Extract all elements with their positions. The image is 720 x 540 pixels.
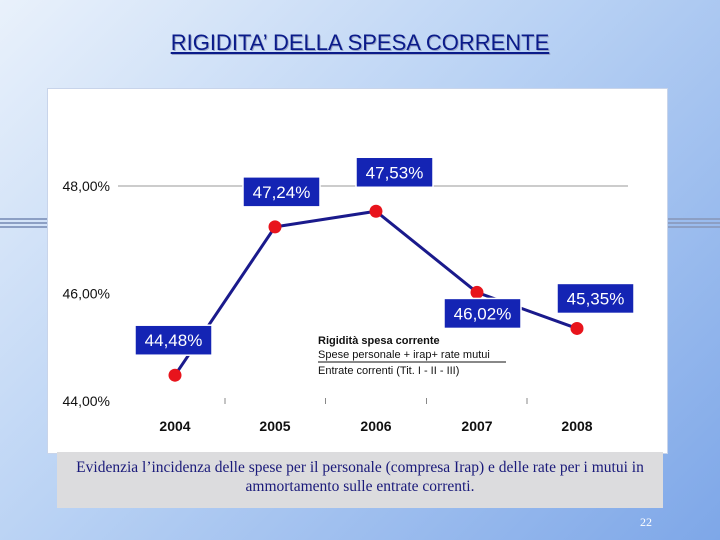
slide-title: RIGIDITA’ DELLA SPESA CORRENTE <box>170 30 550 55</box>
data-point-marker <box>369 204 383 218</box>
x-tick-label: 2006 <box>360 418 391 434</box>
legend-denominator: Entrate correnti (Tit. I - II - III) <box>318 365 459 377</box>
x-tick-label: 2008 <box>561 418 592 434</box>
data-label-box <box>242 176 321 208</box>
data-label-box <box>134 324 213 356</box>
y-tick-label: 48,00% <box>63 178 110 194</box>
right-decor-lines <box>667 218 720 232</box>
data-point-marker <box>470 285 484 299</box>
y-tick-label: 44,00% <box>63 393 110 409</box>
line-chart: 44,00% 46,00% 48,00% 2004 2005 2006 2007 2008 44… <box>63 156 635 434</box>
data-label-box <box>355 156 434 189</box>
data-label: 44,48% <box>145 331 203 350</box>
y-tick-label: 46,00% <box>63 286 110 302</box>
x-tick-label: 2004 <box>159 418 190 434</box>
chart-panel: 44,00% 46,00% 48,00% 2004 2005 2006 2007 2008 44… <box>47 88 668 454</box>
data-point-marker <box>268 220 282 234</box>
x-tick-label: 2007 <box>461 418 492 434</box>
legend-title: Rigidità spesa corrente <box>318 335 440 347</box>
data-label-box <box>443 297 522 330</box>
page-number: 22 <box>640 515 652 529</box>
data-label: 47,24% <box>253 183 311 202</box>
x-tick-label: 2005 <box>259 418 290 434</box>
data-label: 46,02% <box>454 304 512 323</box>
data-label: 45,35% <box>567 289 625 308</box>
legend-numerator: Spese personale + irap+ rate mutui <box>318 349 490 361</box>
data-label-box <box>556 282 635 315</box>
data-label: 47,53% <box>366 163 424 182</box>
slide-caption: Evidenzia l’incidenza delle spese per il… <box>57 452 663 508</box>
data-point-marker <box>570 321 584 335</box>
left-decor-lines <box>0 218 48 232</box>
data-point-marker <box>168 368 182 382</box>
